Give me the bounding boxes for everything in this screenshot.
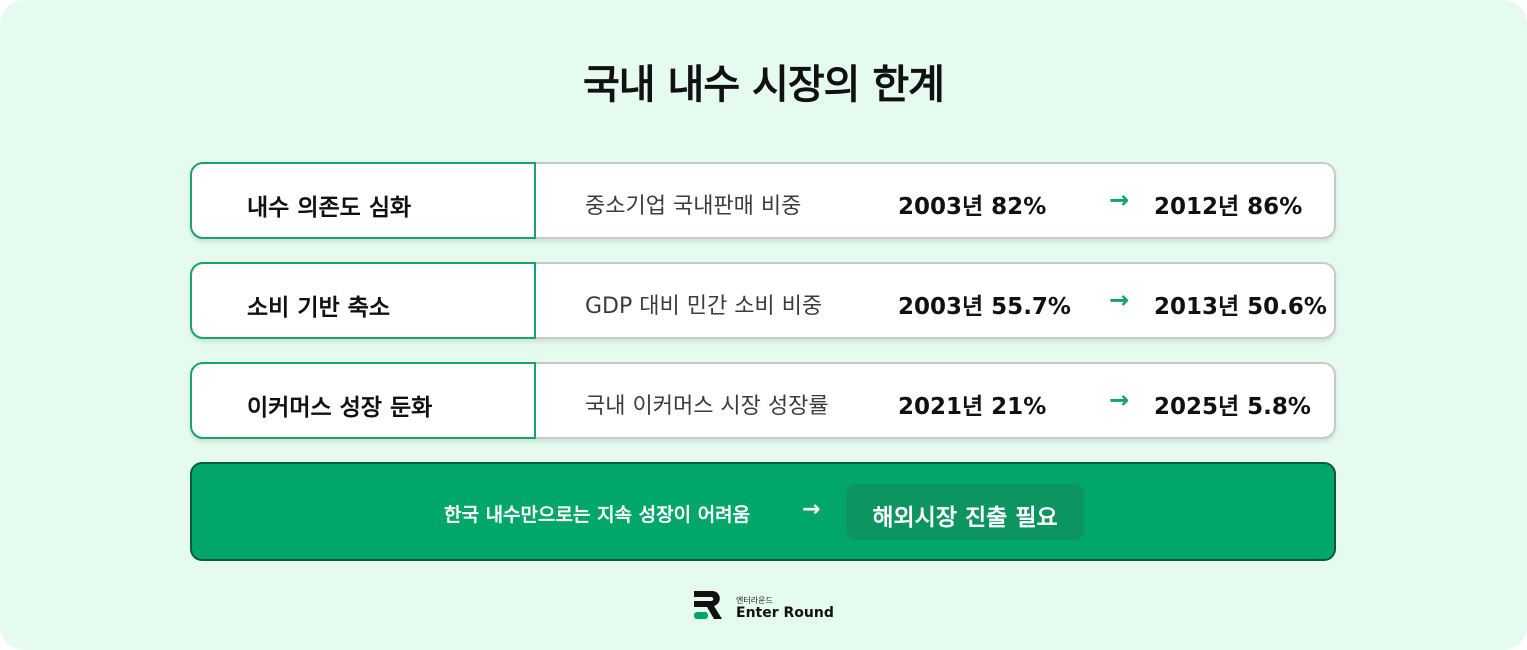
row-metric: 중소기업 국내판매 비중 — [585, 194, 802, 219]
row-to-value: 2012년 86% — [1154, 194, 1303, 220]
row-label: 소비 기반 축소 — [247, 295, 390, 321]
conclusion-banner: 한국 내수만으로는 지속 성장이 어려움 → 해외시장 진출 필요 — [190, 462, 1336, 561]
right-arrow-icon: → — [1109, 386, 1130, 414]
row-metric: GDP 대비 민간 소비 비중 — [585, 294, 823, 319]
row-metric: 국내 이커머스 시장 성장률 — [585, 394, 829, 419]
row-from-value: 2003년 82% — [898, 194, 1047, 220]
conclusion-pill-label: 해외시장 진출 필요 — [872, 505, 1058, 531]
right-arrow-icon: → — [1109, 186, 1130, 214]
row-label-box: 이커머스 성장 둔화 — [190, 362, 536, 439]
row-from-value: 2021년 21% — [898, 394, 1047, 420]
row-to-value: 2013년 50.6% — [1154, 294, 1327, 320]
row-from-value: 2003년 55.7% — [898, 294, 1071, 320]
row-label: 내수 의존도 심화 — [247, 195, 412, 221]
row-label: 이커머스 성장 둔화 — [247, 395, 433, 421]
stat-row-consumption-base: 소비 기반 축소 GDP 대비 민간 소비 비중 2003년 55.7% → 2… — [190, 262, 1336, 339]
brand-logo: 엔터라운드 Enter Round — [692, 588, 852, 624]
stat-row-domestic-dependence: 내수 의존도 심화 중소기업 국내판매 비중 2003년 82% → 2012년… — [190, 162, 1336, 239]
banner-text: 한국 내수만으로는 지속 성장이 어려움 — [444, 504, 751, 526]
stat-row-ecommerce-growth: 이커머스 성장 둔화 국내 이커머스 시장 성장률 2021년 21% → 20… — [190, 362, 1336, 439]
right-arrow-icon: → — [1109, 286, 1130, 314]
row-label-box: 소비 기반 축소 — [190, 262, 536, 339]
logo-name: Enter Round — [736, 605, 834, 621]
page-title: 국내 내수 시장의 한계 — [583, 62, 945, 108]
row-label-box: 내수 의존도 심화 — [190, 162, 536, 239]
conclusion-pill: 해외시장 진출 필요 — [846, 484, 1084, 540]
right-arrow-icon: → — [802, 497, 821, 522]
enter-round-logo-icon — [694, 591, 722, 619]
row-to-value: 2025년 5.8% — [1154, 394, 1311, 420]
logo-subtext: 엔터라운드 — [736, 596, 773, 605]
